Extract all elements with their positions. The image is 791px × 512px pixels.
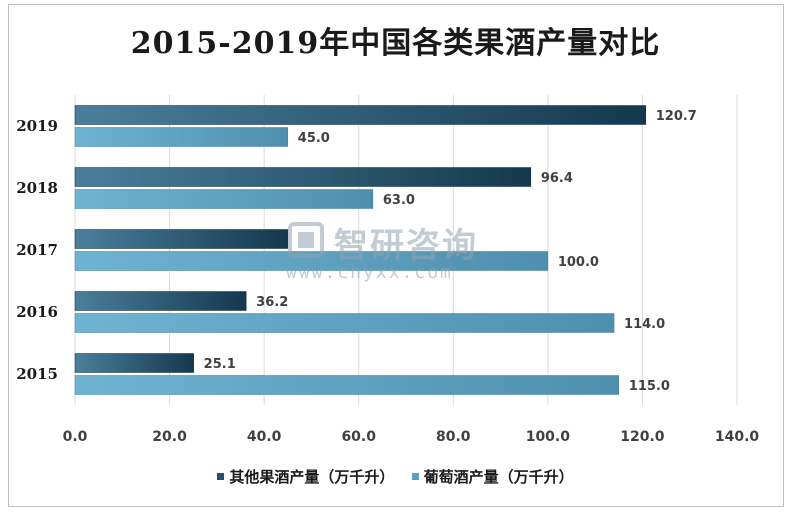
bar-other-fruit-wine-2017: [74, 229, 289, 249]
data-label: 96.4: [541, 171, 573, 186]
bar-grape-wine-2015: [74, 375, 620, 395]
bar-grape-wine-2016: [74, 313, 615, 333]
category-label: 2015: [16, 365, 58, 383]
data-label: 120.7: [656, 109, 697, 124]
chart-legend: 其他果酒产量（万千升） 葡萄酒产量（万千升）: [0, 466, 791, 487]
bar-grape-wine-2019: [74, 127, 289, 147]
watermark: 智研咨询 www.chyxx.com: [286, 218, 516, 288]
bar-other-fruit-wine-2019: [74, 105, 646, 125]
data-label: 36.2: [256, 295, 288, 310]
data-label: 114.0: [624, 317, 665, 332]
legend-item-grape-wine: 葡萄酒产量（万千升）: [411, 466, 574, 487]
bar-other-fruit-wine-2016: [74, 291, 247, 311]
bar-other-fruit-wine-2018: [74, 167, 532, 187]
data-label: 100.0: [558, 255, 599, 270]
chart-title: 2015-2019年中国各类果酒产量对比: [130, 26, 661, 61]
watermark-url: www.chyxx.com: [286, 262, 453, 283]
legend-swatch-grape: [411, 473, 419, 480]
legend-item-other-fruit-wine: 其他果酒产量（万千升）: [217, 466, 394, 487]
data-label: 25.1: [204, 357, 236, 372]
category-label: 2018: [16, 179, 58, 197]
x-tick-label: 80.0: [436, 429, 471, 445]
watermark-logo-icon: [288, 222, 324, 258]
legend-label-other: 其他果酒产量（万千升）: [229, 468, 395, 486]
legend-swatch-other: [217, 473, 225, 480]
bar-other-fruit-wine-2015: [74, 353, 194, 373]
x-tick-label: 140.0: [715, 429, 760, 445]
data-label: 63.0: [383, 193, 415, 208]
category-label: 2019: [16, 117, 58, 135]
data-label: 115.0: [629, 379, 670, 394]
legend-label-grape: 葡萄酒产量（万千升）: [423, 468, 574, 486]
watermark-text: 智研咨询: [334, 226, 478, 266]
bar-grape-wine-2017: [74, 251, 549, 271]
bar-grape-wine-2018: [74, 189, 374, 209]
x-tick-label: 40.0: [247, 429, 282, 445]
category-label: 2016: [16, 303, 58, 321]
x-tick-label: 120.0: [620, 429, 665, 445]
x-tick-label: 100.0: [526, 429, 571, 445]
x-tick-label: 20.0: [152, 429, 187, 445]
x-tick-label: 0.0: [63, 429, 88, 445]
category-label: 2017: [16, 241, 58, 259]
x-tick-label: 60.0: [341, 429, 376, 445]
data-label: 45.0: [298, 131, 330, 146]
